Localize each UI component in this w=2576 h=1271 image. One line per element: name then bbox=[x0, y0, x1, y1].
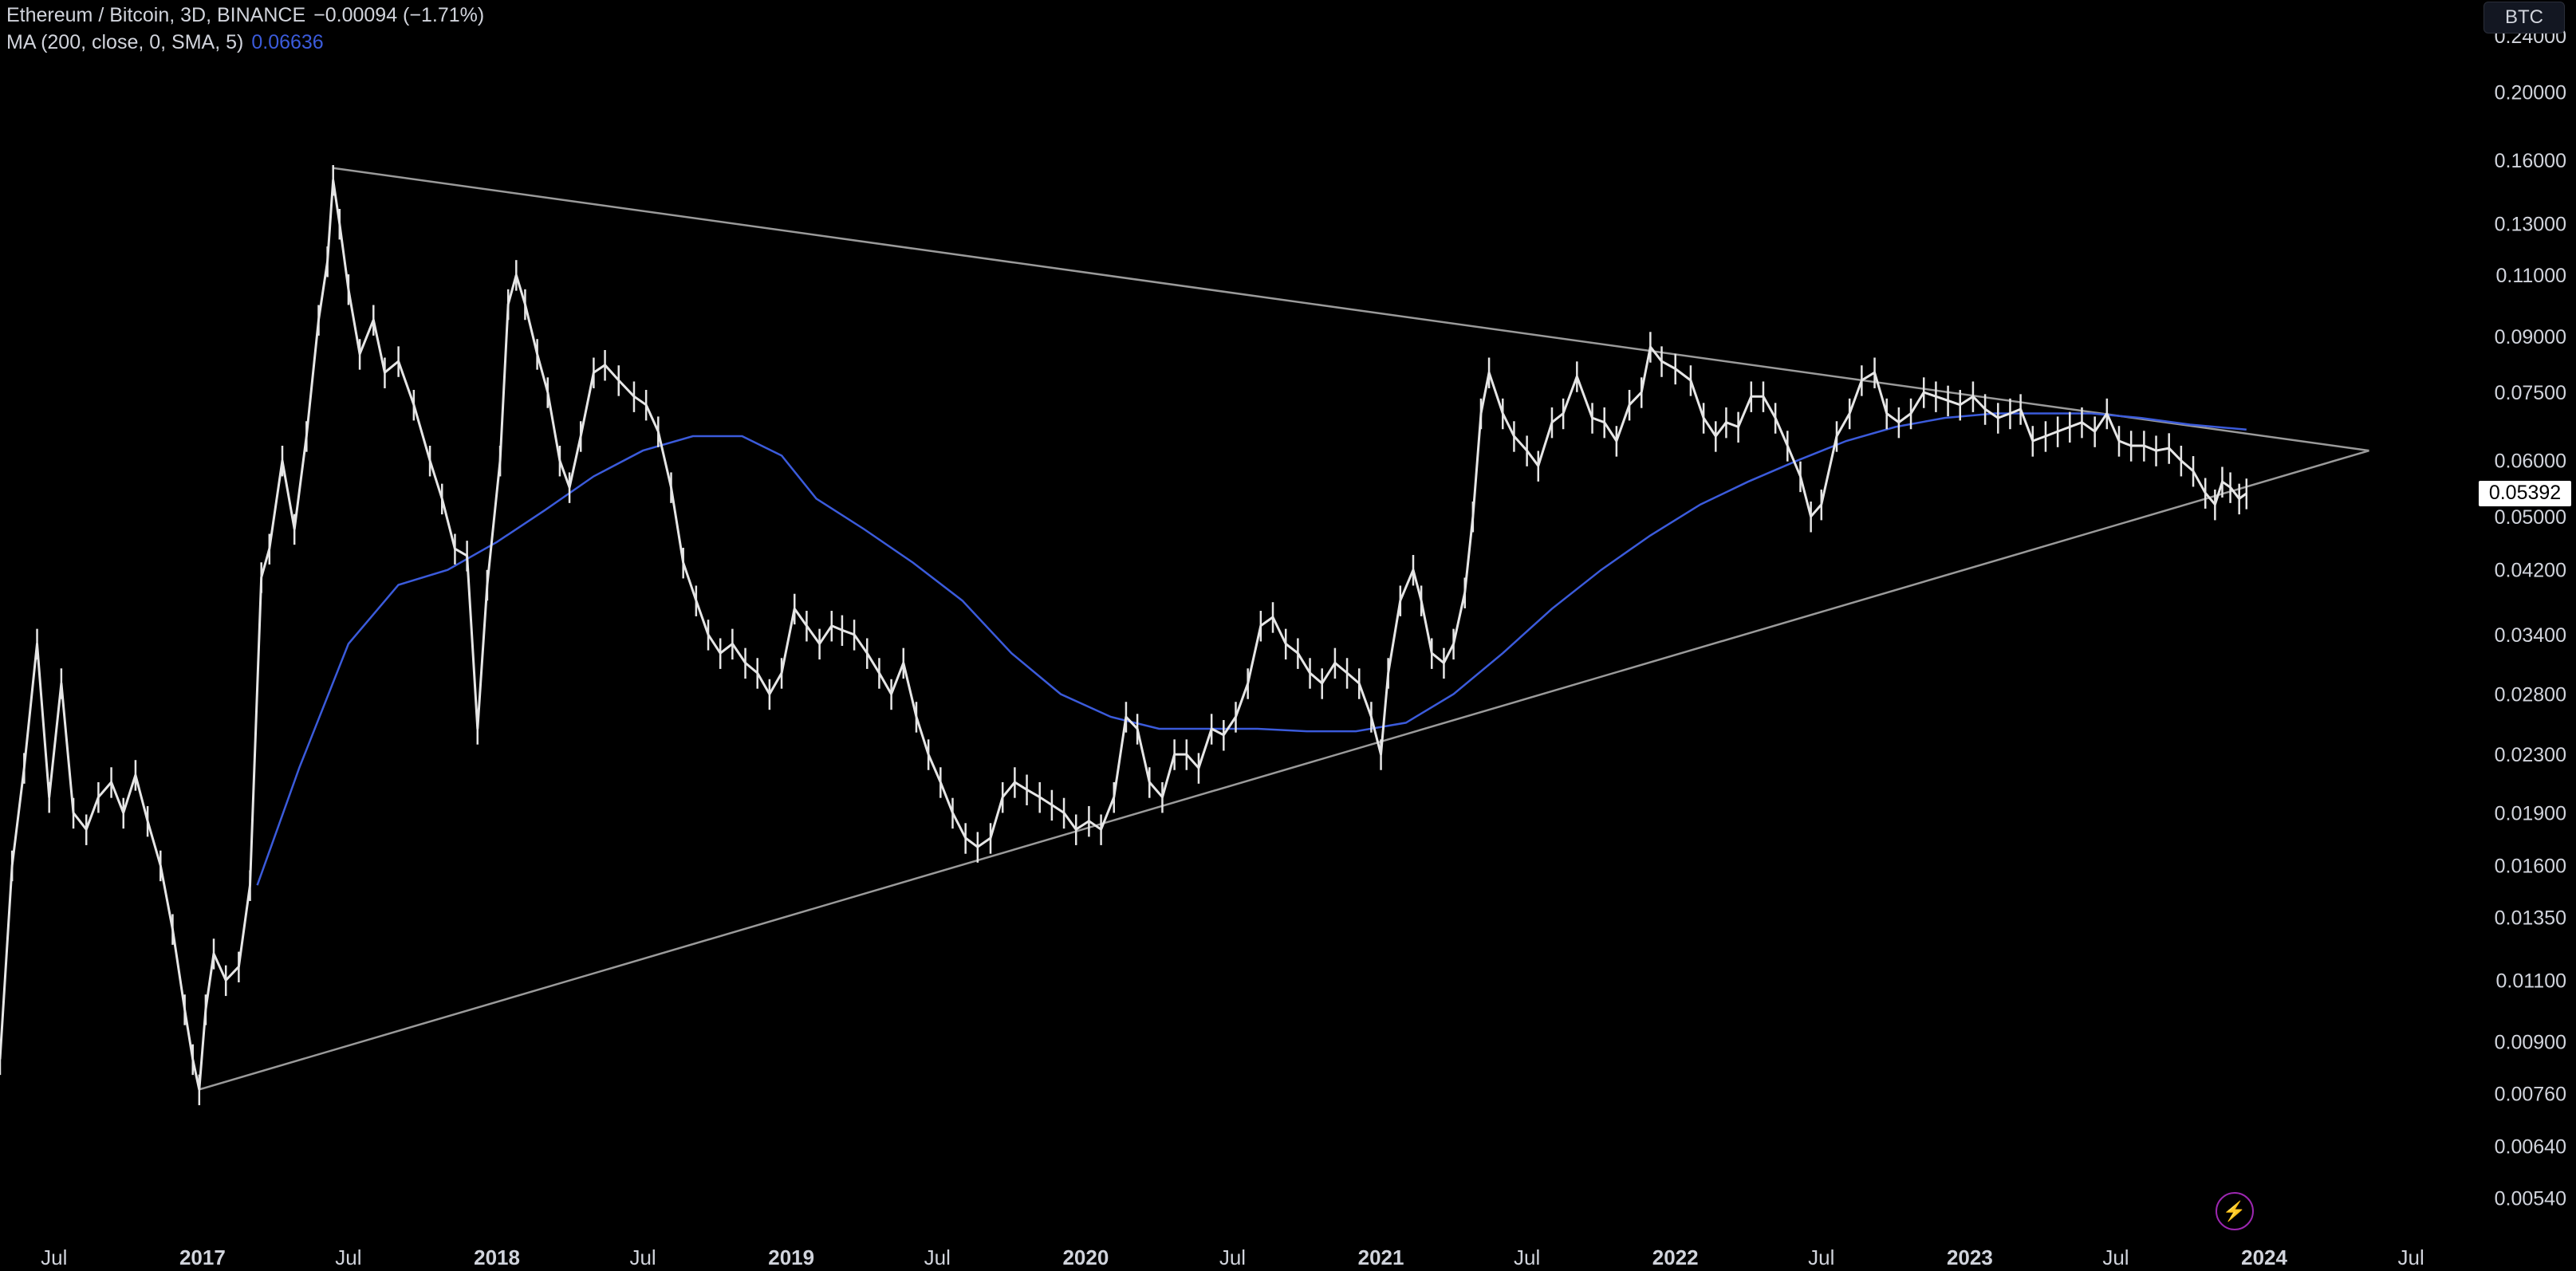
x-tick-label: Jul bbox=[629, 1245, 656, 1269]
moving-average-series bbox=[256, 412, 2247, 886]
x-tick-label: 2022 bbox=[1652, 1245, 1699, 1269]
x-tick-label: 2023 bbox=[1947, 1245, 1993, 1269]
x-tick-label: 2019 bbox=[768, 1245, 814, 1269]
y-tick-label: 0.00900 bbox=[2495, 1031, 2566, 1053]
y-tick-label: 0.03400 bbox=[2495, 624, 2566, 647]
price-line bbox=[0, 179, 2247, 1091]
currency-button[interactable]: BTC bbox=[2483, 2, 2565, 33]
x-tick-label: 2024 bbox=[2241, 1245, 2287, 1269]
x-tick-label: Jul bbox=[1808, 1245, 1834, 1269]
y-tick-label: 0.02300 bbox=[2495, 744, 2566, 766]
symbol-title: Ethereum / Bitcoin, 3D, BINANCE bbox=[6, 4, 306, 26]
lightning-icon[interactable]: ⚡ bbox=[2215, 1192, 2254, 1230]
x-tick-label: Jul bbox=[1514, 1245, 1540, 1269]
x-tick-label: 2017 bbox=[179, 1245, 226, 1269]
trendline-upper bbox=[333, 167, 2369, 452]
time-axis[interactable]: Jul 2017 Jul 2018 Jul 2019 Jul 2020 Jul 2021 Jul 20… bbox=[41, 1245, 2424, 1269]
ma-line bbox=[256, 412, 2247, 886]
x-tick-label: Jul bbox=[2398, 1245, 2424, 1269]
y-tick-label: 0.07500 bbox=[2495, 382, 2566, 404]
ma-legend-row[interactable]: MA (200, close, 0, SMA, 5) 0.06636 bbox=[6, 29, 492, 56]
trendlines bbox=[199, 167, 2369, 1091]
y-tick-label: 0.01350 bbox=[2495, 907, 2566, 930]
ma-label: MA (200, close, 0, SMA, 5) bbox=[6, 31, 244, 53]
y-tick-label: 0.20000 bbox=[2495, 81, 2566, 104]
price-change: −0.00094 (−1.71%) bbox=[313, 4, 485, 26]
x-tick-label: 2020 bbox=[1062, 1245, 1109, 1269]
x-tick-label: Jul bbox=[335, 1245, 361, 1269]
y-tick-label: 0.00540 bbox=[2495, 1188, 2566, 1210]
y-tick-label: 0.01600 bbox=[2495, 855, 2566, 877]
ma-value: 0.06636 bbox=[251, 31, 324, 53]
y-tick-label: 0.11000 bbox=[2495, 265, 2566, 287]
price-series bbox=[0, 165, 2248, 1106]
chart-legend: Ethereum / Bitcoin, 3D, BINANCE −0.00094 … bbox=[6, 2, 492, 56]
y-tick-label: 0.13000 bbox=[2495, 214, 2566, 236]
y-tick-label: 0.04200 bbox=[2495, 560, 2566, 582]
y-tick-label: 0.09000 bbox=[2495, 326, 2566, 348]
symbol-legend-row[interactable]: Ethereum / Bitcoin, 3D, BINANCE −0.00094 … bbox=[6, 2, 492, 29]
y-tick-label: 0.05000 bbox=[2495, 506, 2566, 529]
y-tick-label: 0.00640 bbox=[2495, 1135, 2566, 1158]
x-tick-label: 2021 bbox=[1358, 1245, 1404, 1269]
y-tick-label: 0.02800 bbox=[2495, 683, 2566, 706]
x-tick-label: Jul bbox=[2102, 1245, 2129, 1269]
y-tick-label: 0.06000 bbox=[2495, 451, 2566, 473]
price-axis[interactable]: 0.240000.200000.160000.130000.110000.090… bbox=[2495, 26, 2566, 1210]
x-tick-label: Jul bbox=[41, 1245, 67, 1269]
y-tick-label: 0.01900 bbox=[2495, 802, 2566, 824]
y-tick-label: 0.00760 bbox=[2495, 1083, 2566, 1105]
last-price-label: 0.05392 bbox=[2479, 480, 2571, 506]
x-tick-label: 2018 bbox=[474, 1245, 520, 1269]
y-tick-label: 0.16000 bbox=[2495, 150, 2566, 172]
x-tick-label: Jul bbox=[1219, 1245, 1246, 1269]
trendline-lower bbox=[199, 449, 2369, 1091]
x-tick-label: Jul bbox=[924, 1245, 951, 1269]
y-tick-label: 0.01100 bbox=[2495, 970, 2566, 992]
